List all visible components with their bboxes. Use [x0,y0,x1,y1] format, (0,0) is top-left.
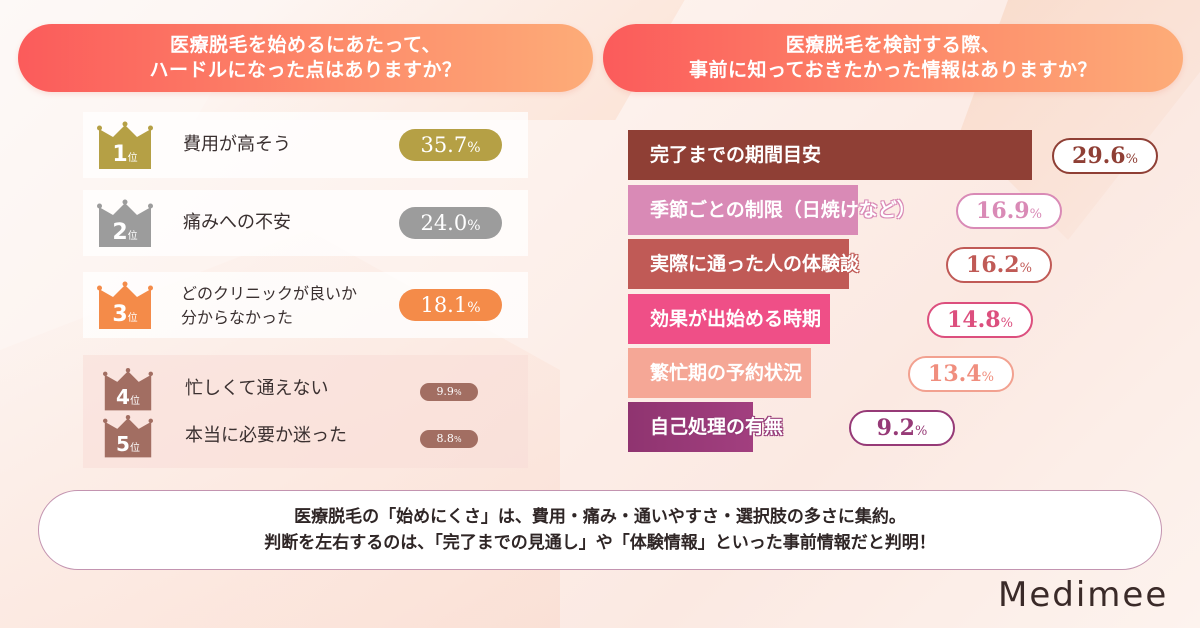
rank-row-1: 1位 費用が高そう 35.7% [83,112,528,178]
rank-value-pill: 9.9% [420,383,478,401]
bar [628,402,753,452]
bar [628,294,830,344]
bar-label: 繁忙期の予約状況 [650,362,803,384]
bar [628,348,811,398]
right-title-line1: 医療脱毛を検討する際、 [785,34,1001,56]
bar-label: 実際に通った人の体験談 [650,253,860,275]
summary-box: 医療脱毛の「始めにくさ」は、費用・痛み・通いやすさ・選択肢の多さに集約。 判断を… [38,490,1162,570]
rank-label: 費用が高そう [183,134,291,155]
rank-label: 痛みへの不安 [183,212,291,233]
bar-label: 自己処理の有無 [650,416,784,438]
rank-value-pill: 18.1% [399,289,502,321]
bar-value-pill: 13.4% [908,356,1014,392]
summary-line2: 判断を左右するのは、「完了までの見通し」や「体験情報」といった事前情報だと判明！ [264,533,936,553]
right-title-line2: 事前に知っておきたかった情報はありますか？ [689,59,1097,81]
rank-value-pill: 8.8% [420,430,478,448]
rank-row-4: 4位 忙しくて通えない 9.9% [103,365,523,413]
bar-value-pill: 29.6% [1052,138,1158,174]
rank-label: 忙しくて通えない [185,378,329,399]
bar-value-pill: 9.2% [849,410,955,446]
bar-label: 季節ごとの制限（日焼けなど） [650,199,916,221]
left-title-line2: ハードルになった点はありますか？ [149,59,462,81]
bar-label: 効果が出始める時期 [650,308,822,330]
crown-icon: 4位 [103,367,153,411]
brand-logo: Medimee [998,575,1169,615]
bar [628,130,1032,180]
rank-row-5: 5位 本当に必要か迷った 8.8% [103,412,523,460]
left-title-line1: 医療脱毛を始めるにあたって、 [169,34,442,56]
right-question-header: 医療脱毛を検討する際、 事前に知っておきたかった情報はありますか？ [603,24,1183,92]
bar-value-pill: 14.8% [927,302,1033,338]
bar-label: 完了までの期間目安 [650,144,822,166]
rank-label: どのクリニックが良いか 分からなかった [181,284,358,327]
crown-icon: 2位 [97,199,153,247]
bar-value-pill: 16.9% [956,193,1062,229]
lower-ranks-box: 4位 忙しくて通えない 9.9% 5位 本当に必要か迷った 8.8% [83,355,528,468]
crown-icon: 5位 [103,414,153,458]
bar-value-pill: 16.2% [946,247,1052,283]
rank-row-2: 2位 痛みへの不安 24.0% [83,190,528,256]
left-question-header: 医療脱毛を始めるにあたって、 ハードルになった点はありますか？ [18,24,593,92]
rank-value-pill: 35.7% [399,129,502,161]
rank-value-pill: 24.0% [399,207,502,239]
bar [628,185,858,235]
rank-row-3: 3位 どのクリニックが良いか 分からなかった 18.1% [83,272,528,338]
crown-icon: 3位 [97,281,153,329]
summary-line1: 医療脱毛の「始めにくさ」は、費用・痛み・通いやすさ・選択肢の多さに集約。 [294,507,906,527]
bar [628,239,849,289]
crown-icon: 1位 [97,121,153,169]
rank-label: 本当に必要か迷った [185,425,347,446]
